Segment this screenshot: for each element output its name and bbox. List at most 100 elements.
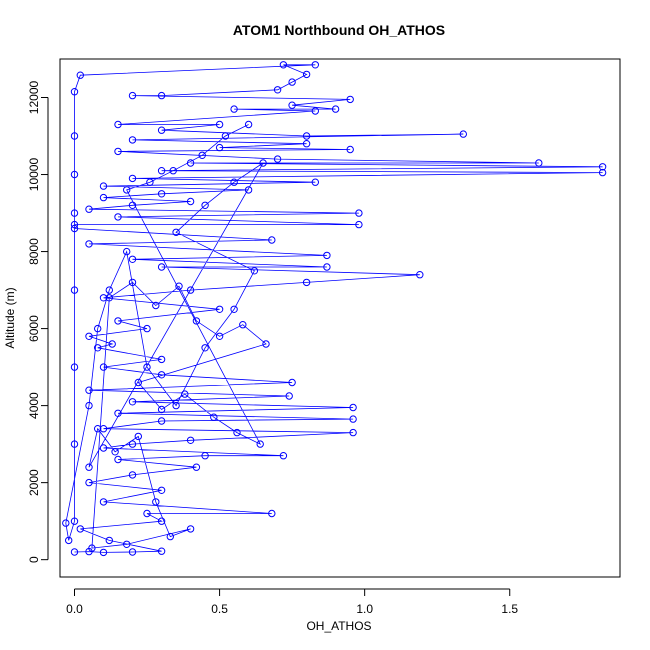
- data-point: [70, 220, 79, 229]
- data-point: [157, 486, 166, 494]
- data-point: [157, 417, 166, 425]
- data-point: [94, 344, 102, 352]
- data-point: [128, 255, 137, 263]
- data-point: [99, 294, 108, 302]
- data-point: [85, 205, 93, 213]
- data-point: [250, 267, 259, 275]
- data-point: [535, 159, 543, 167]
- data-point: [215, 120, 224, 129]
- data-point: [70, 209, 79, 217]
- data-point: [268, 236, 276, 244]
- data-point: [128, 201, 137, 210]
- data-point: [114, 147, 122, 156]
- data-point: [114, 409, 122, 417]
- data-point: [273, 86, 282, 94]
- data-point: [99, 363, 108, 371]
- data-point: [105, 536, 114, 545]
- data-point: [244, 186, 253, 194]
- data-point: [172, 228, 180, 237]
- data-point: [143, 324, 151, 333]
- data-point: [239, 321, 247, 329]
- data-point: [128, 91, 137, 100]
- y-axis: 0 2000 4000 6000 8000 10000 12000: [27, 81, 49, 563]
- y-tick-label: 10000: [27, 158, 41, 192]
- data-point: [128, 136, 137, 144]
- data-point: [349, 415, 357, 423]
- data-point: [128, 548, 137, 556]
- data-point: [210, 413, 218, 421]
- y-tick-label: 2000: [27, 469, 41, 496]
- y-tick-label: 6000: [27, 315, 41, 342]
- data-point: [70, 363, 79, 371]
- data-point: [186, 286, 195, 294]
- data-point: [302, 70, 311, 79]
- data-point: [85, 463, 93, 471]
- data-point: [114, 317, 122, 325]
- data-point: [192, 317, 201, 325]
- data-point: [192, 463, 201, 471]
- data-point: [349, 428, 357, 437]
- data-point: [268, 509, 276, 518]
- data-point: [99, 193, 108, 202]
- data-point: [128, 440, 137, 448]
- data-point: [123, 247, 131, 256]
- data-point: [99, 498, 108, 506]
- data-point: [99, 548, 108, 557]
- data-point: [346, 145, 354, 154]
- data-point: [311, 107, 319, 115]
- data-point: [94, 324, 102, 333]
- data-point: [111, 448, 119, 456]
- data-point: [331, 105, 340, 113]
- data-point: [244, 120, 253, 129]
- y-tick-label: 8000: [27, 238, 41, 265]
- x-tick-label: 1.0: [356, 602, 373, 616]
- data-point: [123, 186, 131, 194]
- data-point: [215, 143, 224, 152]
- data-point: [288, 378, 296, 387]
- data-point: [302, 132, 311, 140]
- data-point: [230, 305, 238, 313]
- data-point: [288, 101, 296, 109]
- data-point: [85, 401, 93, 410]
- data-point: [172, 401, 180, 410]
- y-tick-label: 4000: [27, 392, 41, 419]
- data-point: [311, 61, 319, 69]
- data-point: [70, 517, 79, 525]
- data-point: [99, 425, 108, 433]
- data-point: [230, 105, 238, 113]
- data-point: [169, 167, 177, 175]
- data-point: [201, 344, 209, 352]
- data-point: [134, 378, 143, 387]
- data-point: [355, 220, 363, 229]
- data-point: [143, 509, 151, 518]
- data-point: [70, 132, 79, 140]
- data-point: [70, 88, 79, 96]
- data-point: [157, 517, 166, 525]
- plot-frame: [59, 58, 621, 578]
- data-point: [349, 403, 357, 412]
- data-point: [99, 182, 108, 190]
- data-point: [70, 548, 79, 556]
- data-point: [134, 432, 143, 441]
- data-point: [70, 224, 79, 233]
- data-point: [201, 201, 209, 210]
- data-point: [215, 305, 224, 313]
- data-point: [157, 371, 166, 379]
- data-point: [355, 209, 363, 217]
- data-point: [181, 390, 189, 398]
- y-tick-label: 0: [27, 556, 41, 563]
- data-point: [323, 263, 331, 271]
- data-point: [288, 78, 296, 86]
- data-point: [128, 471, 137, 479]
- data-point: [259, 159, 267, 167]
- data-point: [346, 95, 354, 104]
- data-point: [302, 278, 311, 287]
- data-point: [94, 425, 102, 433]
- data-point: [157, 263, 166, 271]
- data-point: [85, 332, 93, 340]
- data-point: [186, 159, 195, 167]
- data-point: [233, 428, 241, 437]
- data-series: [62, 61, 607, 557]
- data-point: [76, 71, 85, 79]
- data-point: [198, 151, 206, 160]
